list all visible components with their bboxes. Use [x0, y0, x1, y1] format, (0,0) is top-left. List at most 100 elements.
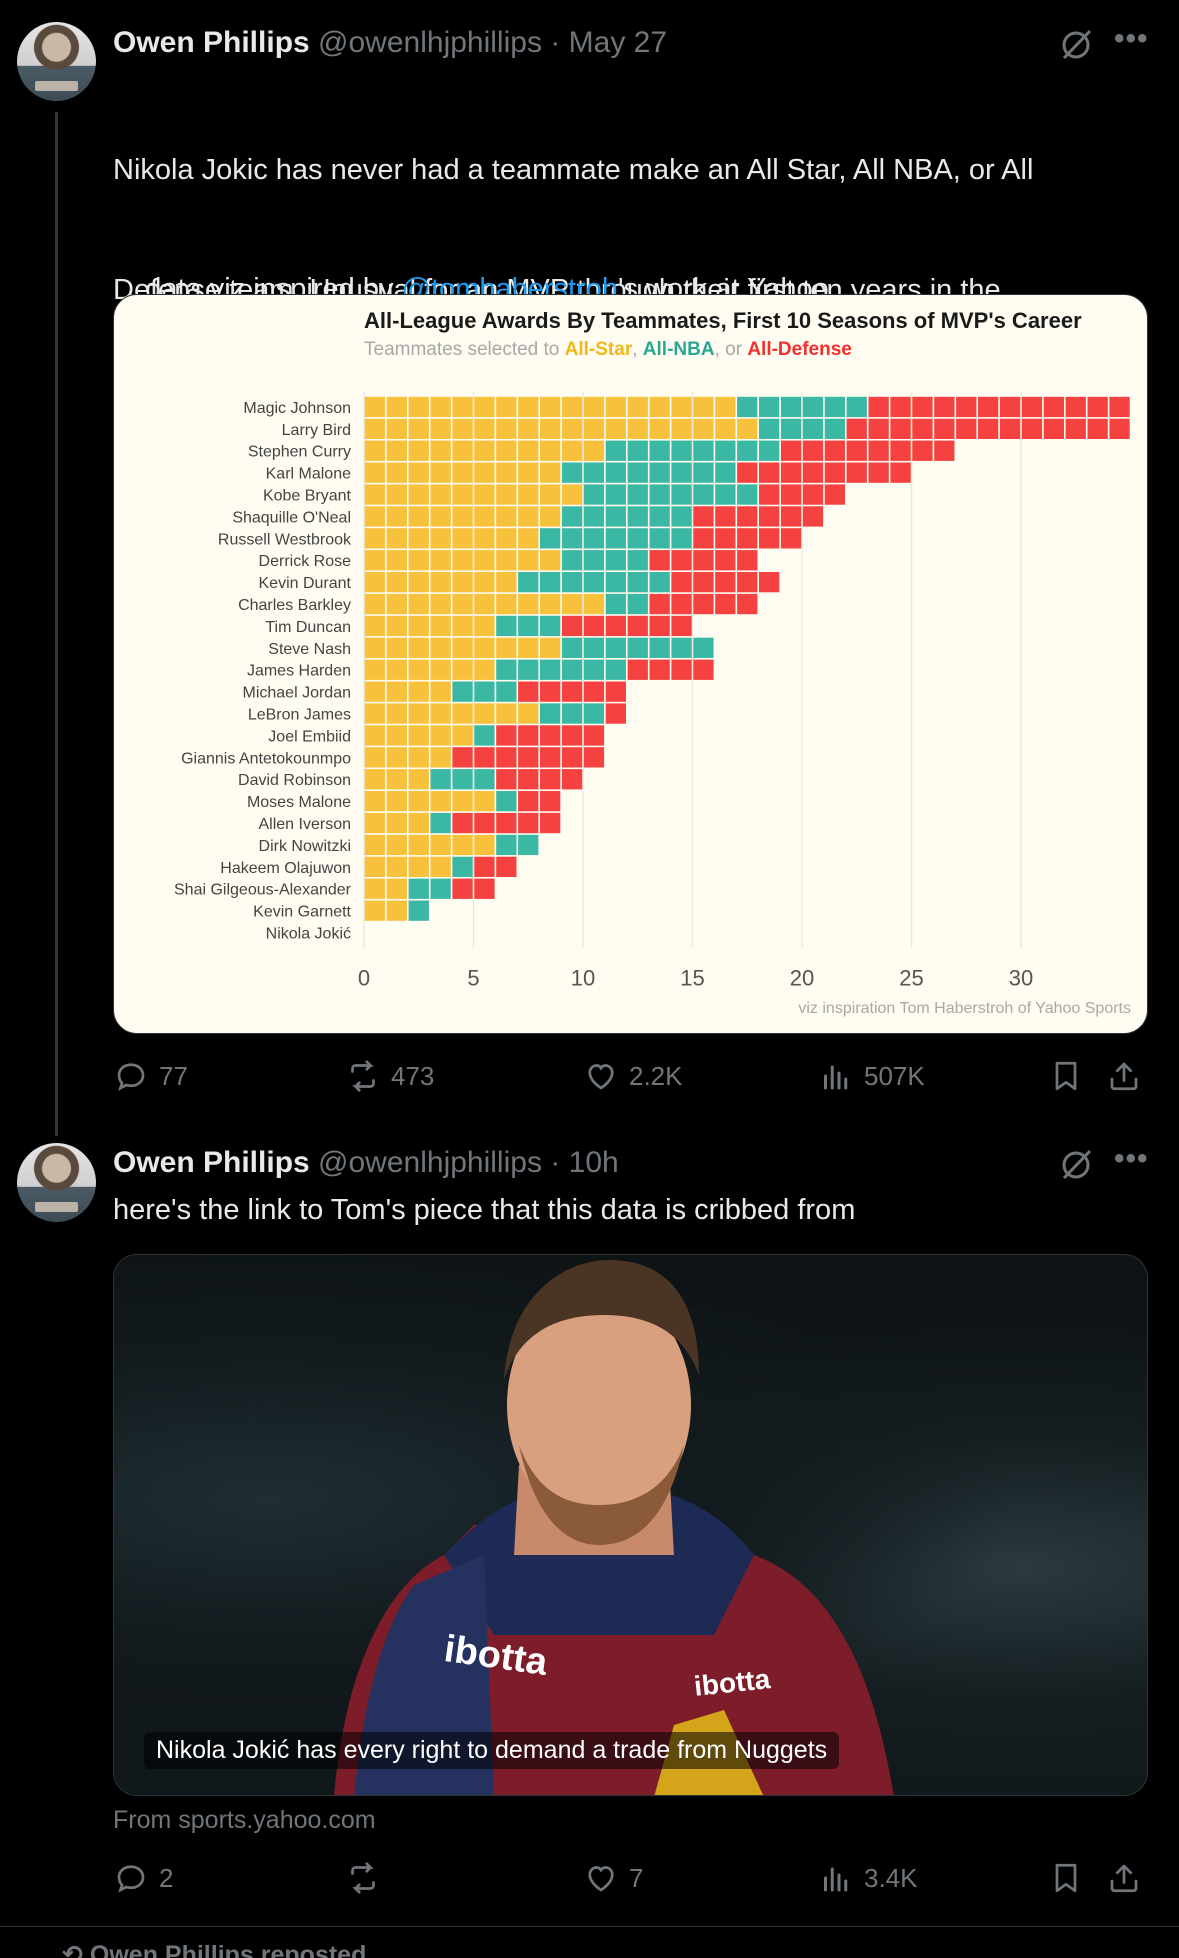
bar-cell-all-star: [518, 484, 539, 505]
link-card-source[interactable]: From sports.yahoo.com: [113, 1806, 376, 1834]
bar-cell-all-star: [386, 572, 407, 593]
bar-cell-all-defense: [934, 396, 955, 418]
bar-cell-all-nba: [561, 703, 583, 724]
bar-cell-all-defense: [759, 528, 780, 549]
bar-cell-all-nba: [605, 484, 626, 505]
bar-cell-all-defense: [737, 528, 758, 549]
bar-cell-all-star: [518, 593, 539, 615]
bar-cell-all-star: [452, 703, 473, 724]
bar-cell-all-nba: [430, 812, 451, 834]
share-button[interactable]: [1106, 1058, 1142, 1094]
bar-cell-all-defense: [934, 440, 955, 461]
bookmark-button[interactable]: [1048, 1058, 1084, 1094]
bar-cell-all-star: [430, 659, 451, 680]
bar-cell-all-star: [408, 418, 429, 439]
bar-cell-all-nba: [474, 725, 495, 746]
avatar[interactable]: [17, 1143, 96, 1222]
repost-button[interactable]: [345, 1860, 391, 1896]
bar-cell-all-star: [430, 593, 451, 615]
bar-cell-all-defense: [671, 550, 692, 571]
bar-cell-all-star: [430, 418, 451, 439]
more-icon[interactable]: •••: [1114, 22, 1149, 55]
link-card[interactable]: ibotta ibotta Nikola Jokić has every rig…: [113, 1254, 1148, 1796]
bookmark-button[interactable]: [1048, 1860, 1084, 1896]
bar-cell-all-defense: [868, 396, 889, 418]
bar-cell-all-defense: [693, 528, 714, 549]
share-button[interactable]: [1106, 1860, 1142, 1896]
bar-cell-all-nba: [605, 506, 626, 527]
bar-cell-all-nba: [759, 396, 780, 418]
bar-cell-all-nba: [671, 506, 692, 527]
bookmark-icon: [1055, 1863, 1077, 1893]
bar-cell-all-star: [649, 418, 670, 439]
bar-cell-all-nba: [671, 637, 692, 658]
bar-cell-all-star: [408, 856, 429, 877]
chart-image[interactable]: All-League Awards By Teammates, First 10…: [113, 294, 1148, 1034]
avatar[interactable]: [17, 22, 96, 101]
author-handle[interactable]: @owenlhjphillips: [318, 1146, 542, 1179]
bar-cell-all-defense: [868, 440, 889, 461]
views-button[interactable]: 3.4K: [818, 1860, 918, 1896]
more-icon[interactable]: •••: [1114, 1142, 1149, 1175]
bar-cell-all-defense: [890, 396, 911, 418]
bar-cell-all-star: [386, 769, 407, 790]
bar-cell-all-nba: [605, 462, 626, 483]
chart-subtitle: Teammates selected to All-Star, All-NBA,…: [364, 339, 852, 360]
grok-icon[interactable]: [1059, 28, 1093, 62]
views-button[interactable]: 507K: [818, 1058, 925, 1094]
bar-cell-all-star: [561, 440, 583, 461]
bar-cell-all-star: [452, 834, 473, 856]
repost-button[interactable]: 473: [345, 1058, 434, 1094]
views-count: 507K: [864, 1060, 925, 1091]
timestamp[interactable]: May 27: [568, 26, 668, 59]
bar-cell-all-star: [364, 528, 386, 549]
bar-cell-all-nba: [605, 637, 626, 658]
bar-cell-all-star: [408, 506, 429, 527]
bar-cell-all-star: [386, 791, 407, 812]
share-icon: [1110, 1864, 1138, 1893]
bar-cell-all-nba: [627, 528, 648, 549]
bar-cell-all-defense: [1109, 418, 1130, 439]
grok-icon[interactable]: [1059, 1148, 1093, 1182]
bar-cell-all-star: [408, 725, 429, 746]
bar-cell-all-nba: [583, 550, 605, 571]
bar-cell-all-defense: [496, 769, 517, 790]
bar-cell-all-star: [408, 396, 429, 418]
bar-cell-all-nba: [518, 834, 539, 856]
bar-cell-all-star: [386, 747, 407, 768]
bar-cell-all-nba: [605, 528, 626, 549]
bar-cell-all-defense: [540, 747, 561, 768]
bar-cell-all-star: [452, 528, 473, 549]
bar-cell-all-nba: [452, 769, 473, 790]
bar-cell-all-defense: [583, 747, 605, 768]
y-category-label: Russell Westbrook: [218, 531, 352, 548]
bar-cell-all-defense: [1087, 396, 1108, 418]
bar-cell-all-defense: [1021, 418, 1043, 439]
reply-button[interactable]: 77: [113, 1058, 188, 1094]
author-handle[interactable]: @owenlhjphillips: [318, 26, 542, 59]
thread-line: [55, 112, 58, 1136]
bar-cell-all-star: [364, 725, 386, 746]
reply-button[interactable]: 2: [113, 1860, 173, 1896]
bar-cell-all-nba: [715, 462, 736, 483]
bar-cell-all-star: [430, 550, 451, 571]
timestamp[interactable]: 10h: [568, 1146, 619, 1179]
repost-icon: [351, 1862, 375, 1894]
bar-cell-all-defense: [561, 769, 583, 790]
bar-cell-all-star: [540, 637, 561, 658]
like-button[interactable]: 7: [583, 1860, 643, 1896]
bar-cell-all-nba: [627, 550, 648, 571]
bar-cell-all-nba: [561, 550, 583, 571]
like-button[interactable]: 2.2K: [583, 1058, 683, 1094]
bar-cell-all-star: [364, 396, 386, 418]
bar-cell-all-defense: [868, 462, 889, 483]
author-name[interactable]: Owen Phillips: [113, 1146, 310, 1179]
author-name[interactable]: Owen Phillips: [113, 26, 310, 59]
bar-cell-all-defense: [496, 856, 517, 877]
bar-cell-all-star: [540, 440, 561, 461]
bar-cell-all-defense: [824, 484, 845, 505]
bar-cell-all-star: [408, 659, 429, 680]
x-tick-label: 0: [358, 966, 370, 991]
y-category-label: Shai Gilgeous-Alexander: [174, 882, 352, 899]
bar-cell-all-defense: [649, 659, 670, 680]
